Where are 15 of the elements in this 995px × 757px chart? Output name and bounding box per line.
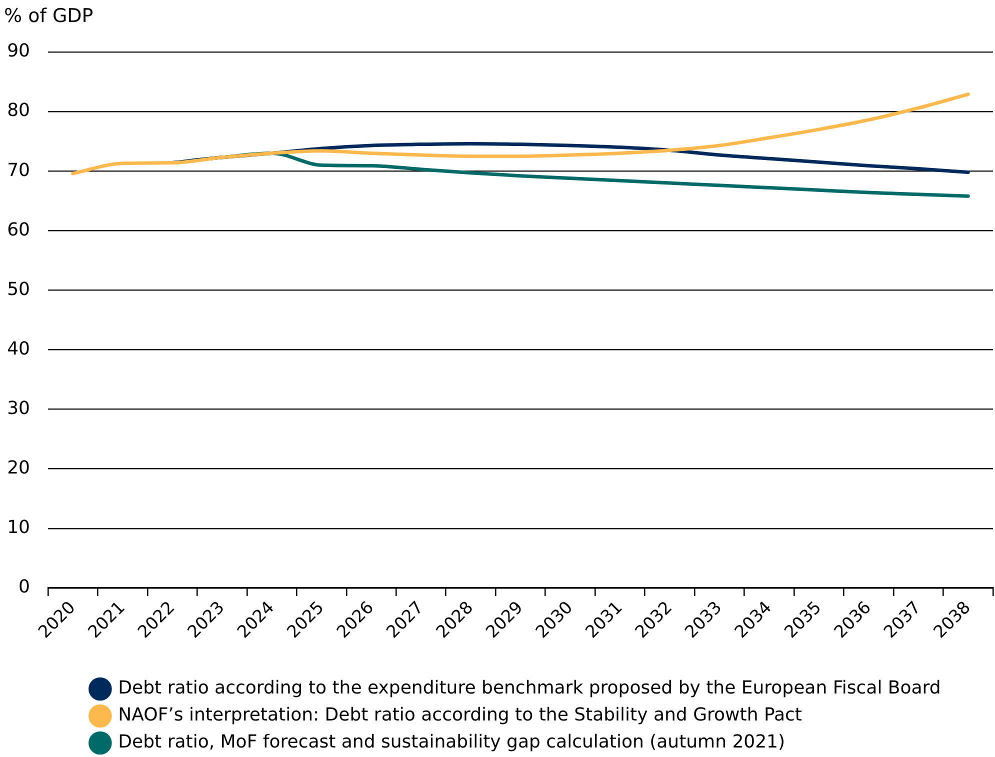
y-axis-title: % of GDP [4, 4, 94, 27]
y-tick-label: 30 [7, 398, 30, 419]
y-tick-label: 60 [7, 219, 30, 240]
legend-label: Debt ratio according to the expenditure benchmark proposed by the European Fiscal Board [118, 678, 941, 699]
y-tick-label: 70 [7, 160, 30, 181]
y-tick-label: 40 [7, 338, 30, 360]
y-tick-label: 90 [7, 40, 30, 62]
legend-label: NAOF’s interpretation: Debt ratio according to the Stability and Growth Pact [118, 704, 802, 726]
y-tick-label: 80 [7, 100, 30, 122]
y-tick-label: 50 [7, 278, 30, 300]
legend-label: Debt ratio, MoF forecast and sustainability gap calculation (autumn 2021) [118, 732, 786, 753]
line-series [71, 92, 970, 176]
y-tick-label: 20 [7, 458, 30, 479]
y-tick-label: 0 [18, 576, 30, 598]
y-tick-label: 10 [7, 517, 30, 538]
